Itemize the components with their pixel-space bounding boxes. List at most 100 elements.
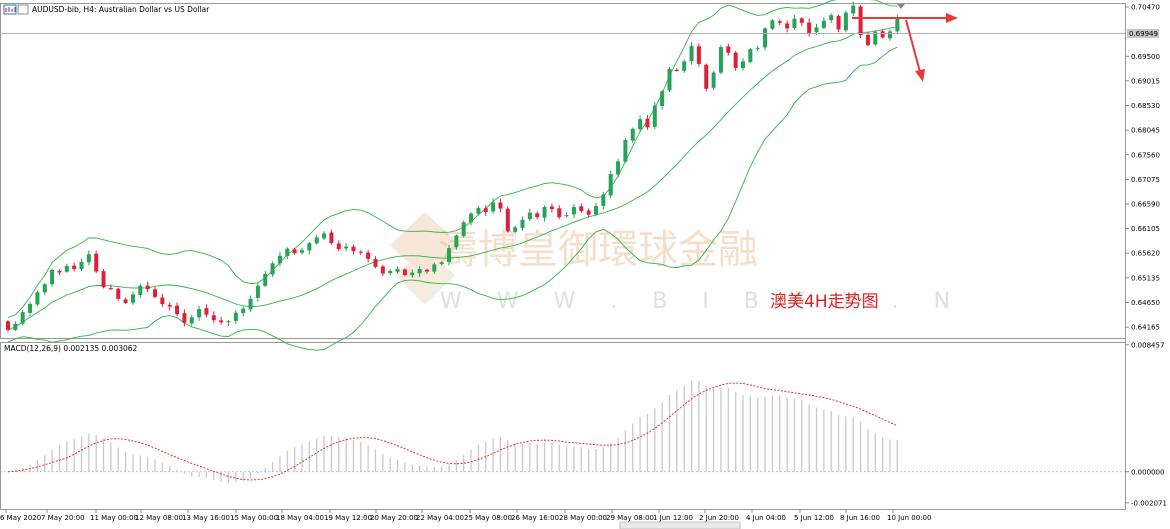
price-tick-label: 0.68530 [1131, 102, 1160, 110]
price-tick-label: 0.69015 [1131, 77, 1160, 85]
candle [652, 101, 657, 130]
candle-body [763, 28, 768, 48]
candle [86, 250, 91, 266]
candle [138, 283, 143, 298]
candle [527, 208, 532, 222]
candle [79, 258, 84, 272]
time-tick-label: 25 May 08:00 [464, 514, 512, 522]
candle [42, 283, 47, 296]
candle [873, 30, 878, 46]
candle-body [50, 269, 55, 285]
candle [549, 203, 554, 213]
candle-body [175, 305, 180, 315]
candle-body [571, 207, 576, 215]
candle-body [35, 292, 40, 305]
time-tick-label: 5 Jun 12:00 [794, 514, 834, 522]
candle-body [586, 210, 591, 215]
time-tick-label: 19 May 12:00 [324, 514, 372, 522]
candle-body [270, 263, 275, 275]
candle [586, 208, 591, 218]
candle-body [226, 321, 231, 323]
candle [645, 115, 650, 130]
candle-body [594, 206, 598, 215]
candle [682, 59, 687, 73]
candle [204, 304, 209, 318]
candle-body [28, 303, 33, 313]
candle [417, 266, 422, 278]
price-tick-label: 0.66590 [1131, 200, 1160, 208]
candle-body [851, 5, 856, 14]
candle-body [410, 272, 415, 276]
candle [300, 247, 304, 255]
candle-body [865, 34, 870, 46]
candle [865, 31, 870, 47]
candle [785, 20, 790, 33]
candle-body [667, 68, 672, 91]
candle [571, 203, 576, 219]
candle [167, 302, 172, 311]
candle-body [682, 61, 687, 71]
candle-body [219, 320, 224, 323]
candle-body [461, 222, 466, 236]
candle-body [432, 264, 437, 272]
candle [175, 302, 180, 317]
candle [469, 211, 474, 226]
time-tick-label: 22 May 04:00 [416, 514, 464, 522]
bollinger-lower-line [7, 46, 898, 351]
candle-body [329, 232, 334, 244]
candle [829, 13, 834, 23]
candle-body [6, 321, 10, 330]
candle-body [292, 249, 297, 254]
candle-body [380, 266, 385, 274]
candle [520, 216, 525, 231]
arrow-horizontal-head [946, 13, 958, 23]
candle-body [42, 284, 47, 293]
candle [476, 205, 481, 216]
price-tick-label: 0.65135 [1131, 274, 1160, 282]
bottom-scroll-strip[interactable] [619, 521, 741, 529]
candle [270, 261, 275, 278]
candle-body [799, 18, 804, 23]
candle [689, 42, 694, 65]
candle [851, 1, 856, 17]
macd-pane [0, 342, 1126, 510]
candle [20, 310, 25, 326]
watermark-cn: 濤博皇御環球金融 [438, 227, 758, 273]
candle-body [638, 119, 643, 130]
candle [557, 205, 562, 220]
candle [594, 203, 598, 216]
candle-body [79, 261, 84, 270]
candle-body [755, 48, 760, 50]
price-tick-label: 0.64165 [1131, 324, 1160, 332]
candle-body [476, 208, 481, 214]
candle [674, 68, 679, 72]
candle [505, 206, 510, 233]
time-tick-label: 8 Jun 16:00 [840, 514, 880, 522]
price-tick-label: 0.66105 [1131, 225, 1160, 233]
candle-body [300, 250, 304, 253]
candle-body [285, 248, 290, 257]
symbol-icon [3, 4, 17, 15]
candle [72, 262, 77, 272]
candle [358, 250, 363, 255]
candle-body [601, 194, 606, 206]
candle-body [733, 52, 738, 68]
macd-signal-line [7, 382, 898, 481]
time-tick-label: 13 May 16:00 [182, 514, 230, 522]
time-tick-label: 20 May 20:00 [370, 514, 418, 522]
candle-body [888, 31, 892, 39]
candle-body [513, 227, 518, 232]
candle [542, 205, 547, 222]
candle-body [160, 297, 165, 304]
candle [755, 45, 760, 51]
price-tick-label: 0.65620 [1131, 250, 1160, 258]
candle-body [836, 15, 841, 30]
candle [322, 231, 327, 240]
candle-body [777, 21, 782, 23]
macd-tick-label: -0.002071 [1131, 499, 1167, 507]
candle-body [564, 215, 569, 217]
watermark-en: W W W . B I B F X . N [440, 289, 964, 314]
candle [263, 270, 268, 288]
current-price-tag: 0.69949 [1127, 28, 1159, 38]
price-tick-label: 0.67560 [1131, 151, 1160, 159]
